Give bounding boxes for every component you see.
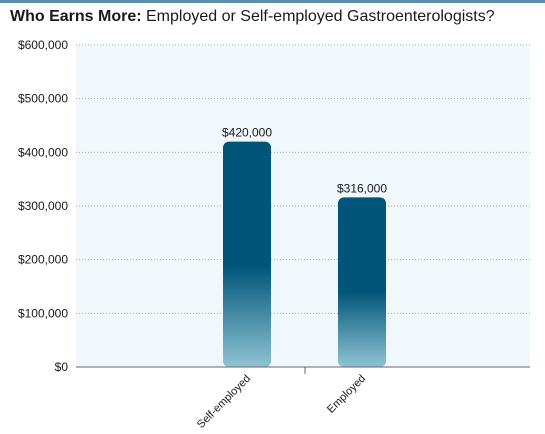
- bar-value-label: $420,000: [222, 126, 272, 140]
- x-category-label: Self-employed: [195, 373, 253, 431]
- y-tick-label: $300,000: [18, 199, 68, 213]
- bar-value-label: $316,000: [337, 181, 387, 195]
- bar-self-employed: [223, 141, 271, 367]
- title-rule: [0, 0, 545, 3]
- gridlines: [76, 44, 530, 314]
- y-tick-label: $100,000: [18, 306, 68, 320]
- chart-title-bold: Who Earns More:: [10, 8, 142, 25]
- bars: [223, 141, 386, 367]
- plot-area: [76, 45, 530, 367]
- value-labels: $420,000 $316,000: [222, 126, 387, 196]
- chart-title-rest: Employed or Self-employed Gastroenterolo…: [141, 8, 495, 25]
- bar-employed: [338, 197, 386, 367]
- y-tick-label: $400,000: [18, 145, 68, 159]
- y-tick-label: $0: [55, 360, 69, 374]
- x-category-label: Employed: [325, 373, 368, 416]
- chart-title: Who Earns More: Employed or Self-employe…: [10, 8, 495, 26]
- y-tick-label: $200,000: [18, 253, 68, 267]
- y-tick-label: $600,000: [18, 38, 68, 52]
- y-tick-label: $500,000: [18, 92, 68, 106]
- x-axis: Self-employed Employed: [76, 366, 530, 431]
- y-axis: $0 $100,000 $200,000 $300,000 $400,000 $500,0…: [18, 38, 68, 374]
